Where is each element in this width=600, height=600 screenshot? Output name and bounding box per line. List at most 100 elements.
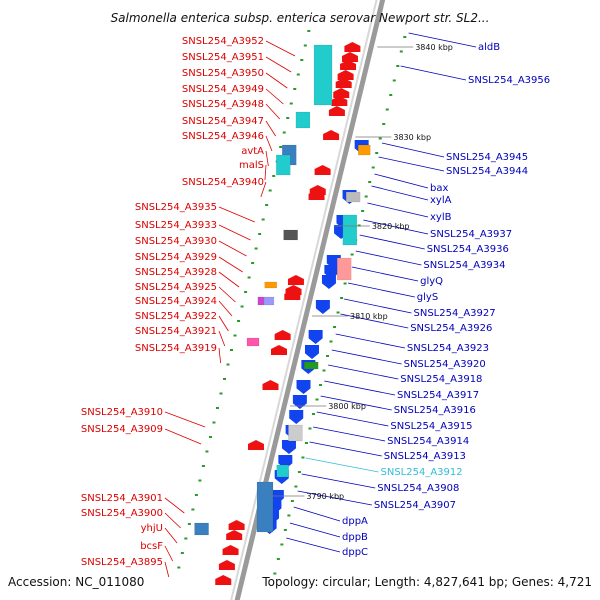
gene-label-left[interactable]: SNSL254_A3930 bbox=[135, 236, 217, 247]
leader-line bbox=[408, 32, 477, 48]
tick-mark bbox=[276, 558, 280, 560]
gene-label-right[interactable]: dppA bbox=[342, 516, 368, 527]
tick-mark bbox=[403, 36, 407, 38]
gene-label-left[interactable]: SNSL254_A3940 bbox=[182, 177, 264, 188]
gene-arrow-forward bbox=[344, 42, 361, 52]
gene-arrow-forward bbox=[215, 575, 232, 585]
gene-label-right[interactable]: SNSL254_A3927 bbox=[414, 308, 496, 319]
gene-label-right[interactable]: xylB bbox=[430, 212, 452, 223]
gene-label-right-highlighted[interactable]: SNSL254_A3912 bbox=[381, 467, 463, 478]
gene-label-right[interactable]: SNSL254_A3923 bbox=[407, 343, 489, 354]
gene-label-right[interactable]: glyQ bbox=[420, 276, 443, 287]
gene-label-right[interactable]: dppB bbox=[342, 532, 368, 543]
gene-label-left[interactable]: SNSL254_A3900 bbox=[81, 508, 163, 519]
gene-label-left[interactable]: SNSL254_A3951 bbox=[182, 52, 264, 63]
gene-label-left[interactable]: SNSL254_A3901 bbox=[81, 493, 163, 504]
gene-label-left[interactable]: SNSL254_A3948 bbox=[182, 99, 264, 110]
gene-label-right[interactable]: SNSL254_A3937 bbox=[430, 229, 512, 240]
gene-label-right[interactable]: SNSL254_A3913 bbox=[384, 451, 466, 462]
gene-label-right[interactable]: SNSL254_A3916 bbox=[394, 405, 476, 416]
gene-arrow-forward bbox=[270, 345, 287, 355]
gene-label-right[interactable]: SNSL254_A3944 bbox=[446, 166, 528, 177]
gene-label-left[interactable]: bcsF bbox=[140, 541, 163, 552]
leader-line bbox=[164, 411, 206, 428]
tick-mark bbox=[293, 88, 297, 90]
leader-line bbox=[218, 240, 247, 257]
gene-label-right[interactable]: SNSL254_A3915 bbox=[390, 421, 472, 432]
gene-label-left[interactable]: SNSL254_A3919 bbox=[135, 343, 217, 354]
gene-label-right[interactable]: bax bbox=[430, 183, 448, 194]
gene-arrow-forward bbox=[222, 545, 239, 555]
gene-label-left[interactable]: SNSL254_A3952 bbox=[182, 36, 264, 47]
gene-label-right[interactable]: aldB bbox=[478, 42, 500, 53]
gene-label-right[interactable]: SNSL254_A3936 bbox=[427, 244, 509, 255]
gene-label-right[interactable]: SNSL254_A3920 bbox=[404, 359, 486, 370]
leader-line bbox=[328, 364, 399, 380]
gene-label-right[interactable]: SNSL254_A3956 bbox=[468, 75, 550, 86]
gene-arrow-reverse bbox=[308, 330, 323, 344]
gene-label-right[interactable]: xylA bbox=[430, 195, 452, 206]
gene-label-right[interactable]: SNSL254_A3914 bbox=[387, 436, 469, 447]
accession-text: Accession: NC_011080 bbox=[8, 575, 144, 589]
gene-label-left[interactable]: SNSL254_A3933 bbox=[135, 220, 217, 231]
tick-mark bbox=[361, 210, 365, 212]
gene-label-left[interactable]: SNSL254_A3950 bbox=[182, 68, 264, 79]
gene-label-left[interactable]: yhjU bbox=[141, 523, 163, 534]
gene-label-left[interactable]: SNSL254_A3929 bbox=[135, 252, 217, 263]
tick-mark bbox=[318, 384, 322, 386]
gene-label-right[interactable]: SNSL254_A3918 bbox=[400, 374, 482, 385]
leader-line bbox=[340, 313, 409, 329]
leader-line bbox=[265, 40, 296, 57]
topology-text: Topology: circular; Length: 4,827,641 bp… bbox=[261, 575, 592, 589]
gene-label-left[interactable]: SNSL254_A3909 bbox=[81, 424, 163, 435]
tick-mark bbox=[290, 500, 294, 502]
tick-mark bbox=[258, 233, 262, 235]
tick-mark bbox=[282, 131, 286, 134]
gene-label-left[interactable]: SNSL254_A3895 bbox=[81, 557, 163, 568]
tick-mark bbox=[268, 189, 272, 192]
gene-label-left[interactable]: malS bbox=[239, 160, 264, 171]
tick-mark bbox=[389, 94, 393, 96]
gene-label-right[interactable]: glyS bbox=[417, 292, 438, 303]
gene-label-left[interactable]: SNSL254_A3910 bbox=[81, 407, 163, 418]
tick-mark bbox=[357, 224, 361, 227]
leader-line bbox=[293, 506, 341, 522]
gene-feature bbox=[246, 337, 260, 347]
leader-line bbox=[218, 256, 243, 273]
tick-mark bbox=[198, 479, 202, 482]
scale-label: 3840 kbp bbox=[415, 43, 453, 52]
gene-label-right[interactable]: dppC bbox=[342, 547, 368, 558]
tick-mark bbox=[371, 166, 375, 169]
gene-feature bbox=[357, 144, 371, 156]
leader-line bbox=[347, 282, 415, 298]
gene-arrow-forward bbox=[247, 440, 264, 450]
leader-line bbox=[320, 395, 392, 411]
leader-line bbox=[297, 490, 372, 506]
tick-marks bbox=[177, 30, 407, 575]
tick-mark bbox=[201, 465, 205, 467]
gene-label-right[interactable]: SNSL254_A3907 bbox=[374, 500, 456, 511]
tick-mark bbox=[215, 407, 219, 409]
gene-label-left[interactable]: SNSL254_A3935 bbox=[135, 202, 217, 213]
gene-label-left[interactable]: SNSL254_A3946 bbox=[182, 131, 264, 142]
gene-label-left[interactable]: SNSL254_A3922 bbox=[135, 311, 217, 322]
gene-label-right[interactable]: SNSL254_A3934 bbox=[423, 260, 505, 271]
gene-feature bbox=[345, 191, 361, 203]
tick-mark bbox=[375, 152, 379, 154]
gene-label-left[interactable]: SNSL254_A3949 bbox=[182, 84, 264, 95]
gene-label-right[interactable]: SNSL254_A3945 bbox=[446, 152, 528, 163]
gene-label-right[interactable]: SNSL254_A3908 bbox=[377, 483, 459, 494]
gene-label-left[interactable]: SNSL254_A3928 bbox=[135, 267, 217, 278]
gene-label-left[interactable]: SNSL254_A3947 bbox=[182, 116, 264, 127]
leader-line bbox=[164, 497, 185, 514]
gene-label-left[interactable]: SNSL254_A3921 bbox=[135, 326, 217, 337]
gene-label-left[interactable]: SNSL254_A3924 bbox=[135, 296, 217, 307]
gene-label-left[interactable]: SNSL254_A3925 bbox=[135, 282, 217, 293]
gene-label-right[interactable]: SNSL254_A3926 bbox=[410, 323, 492, 334]
tick-mark bbox=[311, 413, 315, 415]
gene-label-left[interactable]: avtA bbox=[241, 146, 264, 157]
gene-label-right[interactable]: SNSL254_A3917 bbox=[397, 390, 479, 401]
tick-mark bbox=[251, 262, 255, 264]
leader-line bbox=[218, 224, 251, 241]
